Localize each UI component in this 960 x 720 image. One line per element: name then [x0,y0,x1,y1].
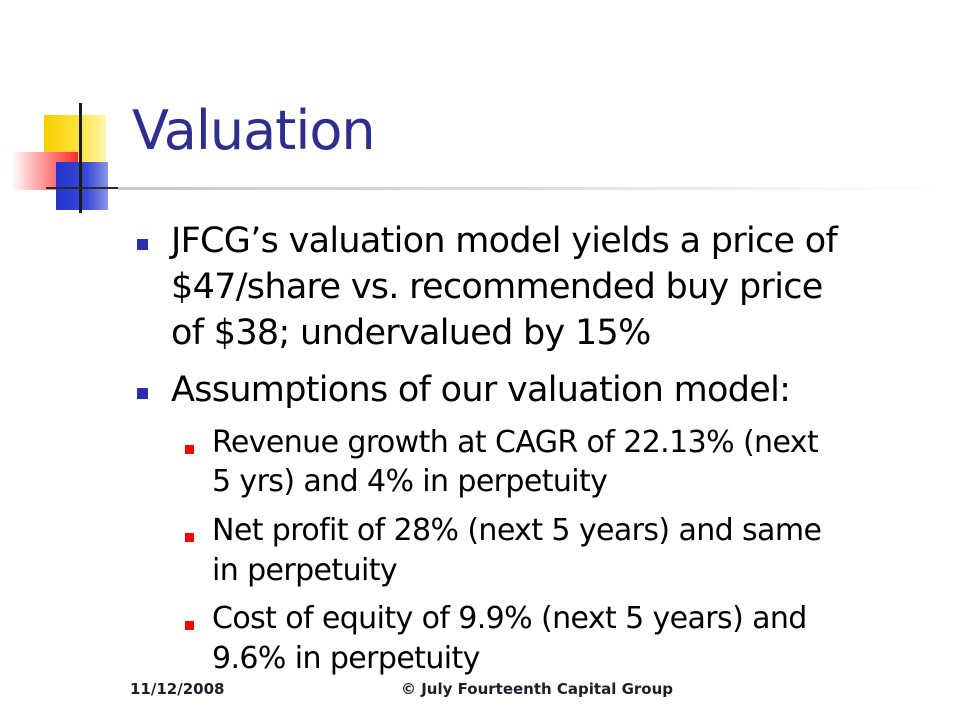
footer-copyright: © July Fourteenth Capital Group [401,680,674,698]
sub-bullet-2-line-1: Net profit of 28% (next 5 years) and sam… [212,513,822,548]
bullet-1-line-3: of $38; undervalued by 15% [171,313,651,353]
blue-square [56,162,108,210]
sub-bullet-3-line-2: 9.6% in perpetuity [212,641,480,676]
sub-bullet-2-square-bullet-icon [185,533,194,542]
title-underline [118,187,958,190]
decorative-squares-logo [0,0,140,220]
sub-bullet-3-line-1: Cost of equity of 9.9% (next 5 years) an… [212,601,807,636]
sub-bullet-1-line-1: Revenue growth at CAGR of 22.13% (next [212,425,819,460]
horizontal-line [46,187,130,189]
bullet-1-square-bullet-icon [137,239,148,250]
bullet-1-line-1: JFCG’s valuation model yields a price of [171,221,838,261]
sub-bullet-1-square-bullet-icon [185,445,194,454]
sub-bullet-1-line-2: 5 yrs) and 4% in perpetuity [212,464,608,499]
bullet-1-line-2: $47/share vs. recommended buy price [171,267,823,307]
bullet-2-square-bullet-icon [137,388,148,399]
vertical-line [79,103,82,213]
sub-bullet-2-line-2: in perpetuity [212,553,398,588]
footer-date: 11/12/2008 [130,680,225,698]
sub-bullet-3-square-bullet-icon [185,621,194,630]
bullet-2-line-1: Assumptions of our valuation model: [171,370,791,410]
slide-title: Valuation [132,99,376,162]
